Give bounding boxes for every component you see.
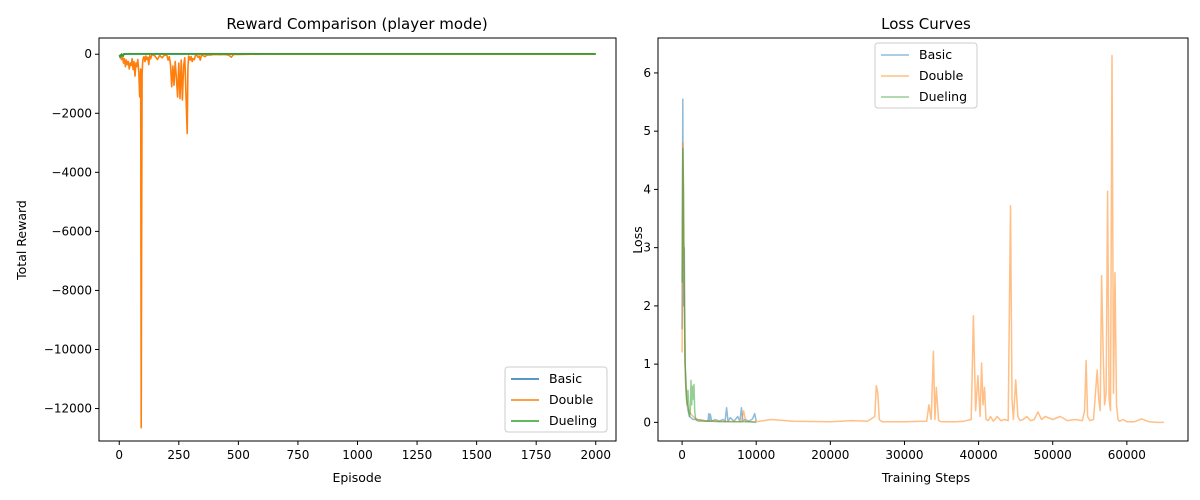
reward-chart-title: Reward Comparison (player mode) (226, 15, 487, 33)
reward-y-axis-label: Total Reward (14, 200, 29, 281)
reward-x-tick-label: 1250 (402, 448, 433, 462)
reward-legend-label-basic: Basic (549, 371, 582, 386)
reward-x-tick-label: 2000 (580, 448, 611, 462)
loss-y-tick-label: 5 (643, 124, 651, 138)
reward-x-tick-label: 1500 (461, 448, 492, 462)
loss-axes-frame (657, 37, 1189, 442)
reward-y-tick-label: −12000 (44, 402, 92, 416)
reward-x-tick-label: 0 (115, 448, 123, 462)
reward-x-axis-label: Episode (332, 470, 381, 485)
reward-series-group (118, 53, 596, 429)
reward-chart: Reward Comparison (player mode) 0 250 500 7… (14, 15, 617, 485)
loss-x-tick-label: 50000 (1034, 448, 1072, 462)
reward-x-tick-label: 1000 (342, 448, 373, 462)
loss-y-axis-label: Loss (630, 226, 645, 253)
loss-y-tick-label: 2 (643, 299, 651, 313)
reward-legend-box (504, 366, 608, 433)
loss-legend-label-double: Double (919, 68, 964, 83)
reward-legend: Basic Double Dueling (504, 366, 608, 433)
reward-y-tick-label: −8000 (51, 283, 92, 297)
reward-x-tick-label: 500 (227, 448, 250, 462)
loss-y-tick-label: 6 (643, 66, 651, 80)
loss-legend: Basic Double Dueling (874, 42, 978, 109)
loss-x-tick-label: 20000 (811, 448, 849, 462)
reward-legend-label-double: Double (549, 392, 594, 407)
loss-x-tick-label: 10000 (737, 448, 775, 462)
reward-y-tick-label: −2000 (51, 106, 92, 120)
loss-x-tick-label: 30000 (885, 448, 923, 462)
loss-series-group (681, 54, 1164, 424)
loss-y-tick-label: 0 (643, 415, 651, 429)
reward-series-double (118, 53, 596, 429)
reward-y-tick-label: −6000 (51, 224, 92, 238)
loss-x-axis-label: Training Steps (881, 470, 970, 485)
loss-y-tick-label: 3 (643, 241, 651, 255)
reward-series-dueling (118, 53, 596, 58)
loss-chart-title: Loss Curves (881, 15, 971, 33)
loss-legend-label-dueling: Dueling (919, 89, 967, 104)
reward-legend-label-dueling: Dueling (549, 413, 597, 428)
reward-x-tick-label: 250 (167, 448, 190, 462)
reward-y-tick-label: 0 (84, 47, 92, 61)
loss-x-tick-label: 60000 (1108, 448, 1146, 462)
loss-y-tick-label: 4 (643, 182, 651, 196)
loss-legend-box (874, 42, 978, 109)
loss-plot-area: 0 10000 20000 30000 40000 50000 60000 0 1 2 3 4 5 6 Ba… (643, 37, 1189, 462)
reward-y-tick-label: −4000 (51, 165, 92, 179)
loss-x-tick-label: 40000 (960, 448, 998, 462)
loss-series-dueling (681, 147, 757, 424)
reward-y-tick-label: −10000 (44, 342, 92, 356)
loss-legend-label-basic: Basic (919, 47, 952, 62)
loss-y-tick-label: 1 (643, 357, 651, 371)
reward-x-tick-label: 1750 (521, 448, 552, 462)
reward-plot-area: 0 250 500 750 1000 1250 1500 1750 2000 0 −2000 −400… (44, 37, 617, 462)
loss-x-tick-label: 0 (678, 448, 686, 462)
reward-x-tick-label: 750 (286, 448, 309, 462)
loss-series-basic (681, 98, 757, 422)
loss-chart: Loss Curves 0 10000 20000 30000 40000 50000 60… (630, 15, 1189, 485)
loss-series-double (681, 54, 1164, 424)
